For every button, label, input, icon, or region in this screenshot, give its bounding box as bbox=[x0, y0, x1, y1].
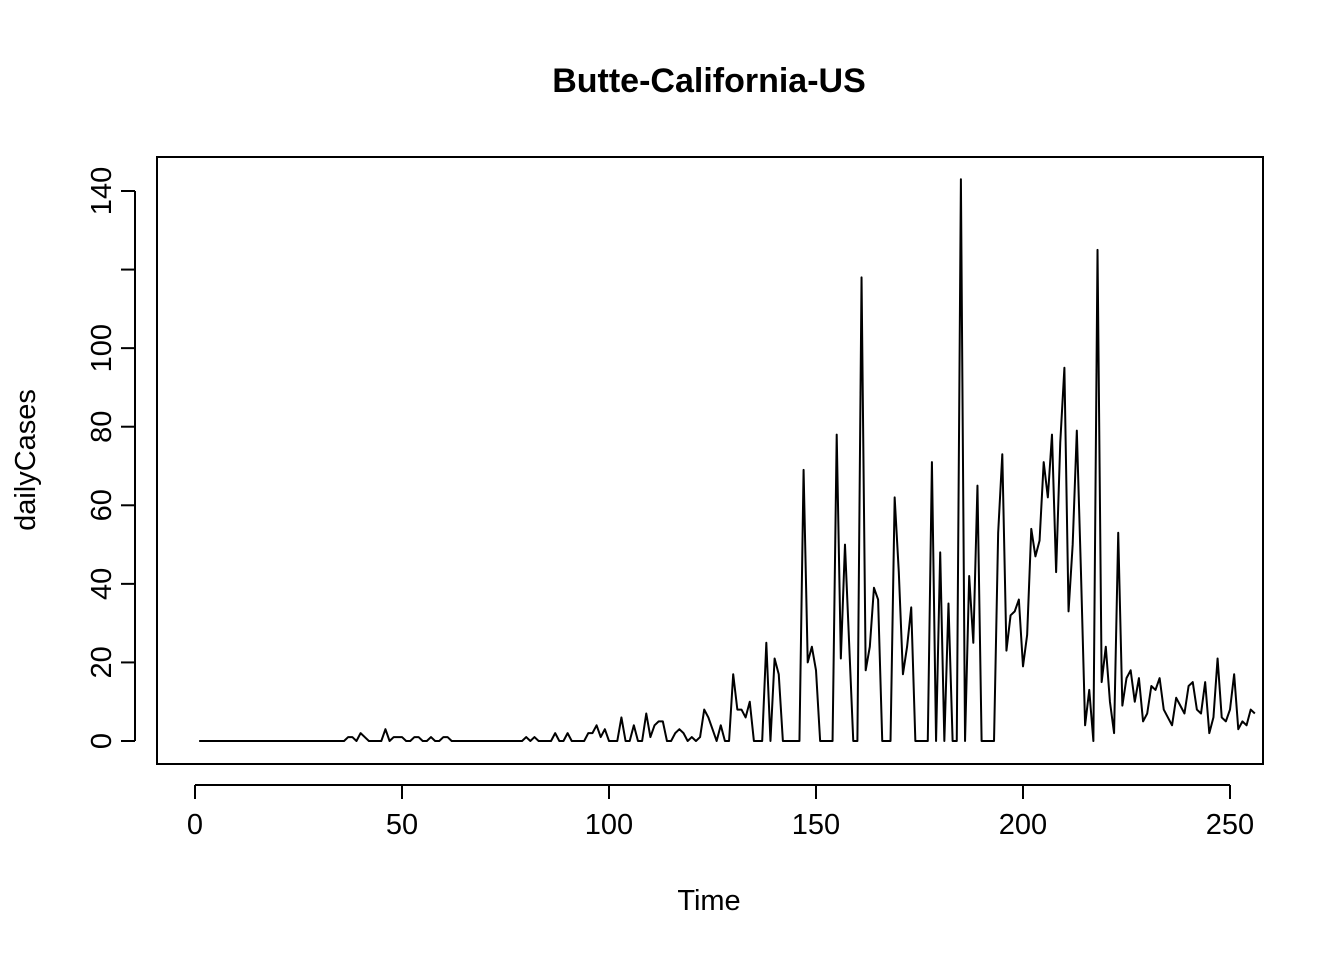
y-tick-label: 80 bbox=[86, 411, 118, 443]
y-axis: 0 20 40 60 80 100 140 bbox=[86, 167, 136, 749]
x-tick-label: 150 bbox=[792, 809, 840, 841]
plot-frame bbox=[156, 156, 1264, 765]
x-tick-label: 200 bbox=[999, 809, 1047, 841]
y-tick-label: 100 bbox=[86, 324, 118, 372]
y-tick-label: 60 bbox=[86, 489, 118, 521]
y-tick-label: 0 bbox=[86, 733, 118, 749]
x-tick-label: 100 bbox=[585, 809, 633, 841]
x-tick-label: 50 bbox=[386, 809, 418, 841]
y-tick-label: 40 bbox=[86, 568, 118, 600]
x-tick-label: 250 bbox=[1206, 809, 1254, 841]
y-axis-label: dailyCases bbox=[10, 389, 42, 531]
y-tick-label: 140 bbox=[86, 167, 118, 215]
x-axis-label: Time bbox=[677, 885, 740, 917]
series-line-daily-cases bbox=[199, 178, 1256, 742]
x-axis: 0 50 100 150 200 250 bbox=[187, 784, 1254, 841]
x-tick-label: 0 bbox=[187, 809, 203, 841]
chart-title: Butte-California-US bbox=[552, 62, 866, 100]
y-tick-label: 20 bbox=[86, 646, 118, 678]
